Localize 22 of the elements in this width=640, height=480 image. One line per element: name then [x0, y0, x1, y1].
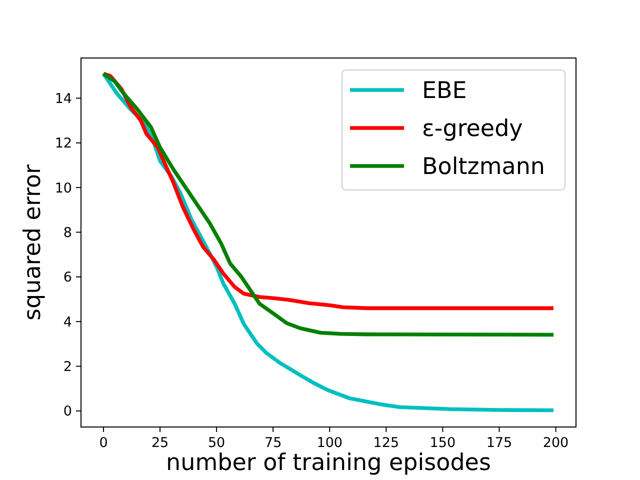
- x-tick-label: 150: [430, 435, 456, 451]
- y-tick-label: 4: [63, 314, 72, 330]
- y-tick-label: 0: [63, 404, 72, 420]
- x-tick-label: 0: [99, 435, 108, 451]
- y-axis-title: squared error: [20, 164, 46, 320]
- legend-label: ε-greedy: [422, 116, 523, 142]
- x-tick-label: 100: [316, 435, 343, 451]
- y-tick-label: 2: [63, 358, 72, 375]
- x-tick-label: 50: [208, 435, 226, 451]
- y-tick-label: 8: [63, 224, 72, 241]
- x-tick-label: 75: [264, 435, 282, 451]
- x-axis-title: number of training episodes: [166, 450, 491, 476]
- y-tick-label: 6: [63, 270, 72, 286]
- x-tick-label: 25: [151, 435, 169, 451]
- y-tick-label: 12: [54, 136, 72, 152]
- legend-label: EBE: [422, 78, 467, 104]
- y-tick-label: 10: [54, 180, 72, 196]
- x-tick-label: 200: [542, 435, 569, 451]
- y-tick-label: 14: [54, 90, 72, 107]
- legend-label: Boltzmann: [422, 154, 545, 180]
- x-tick-label: 125: [373, 435, 400, 451]
- x-tick-label: 175: [486, 435, 512, 451]
